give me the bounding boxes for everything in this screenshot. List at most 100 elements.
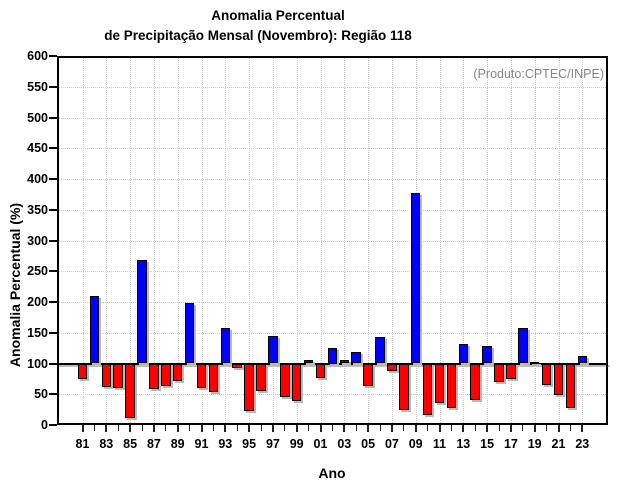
y-tick [49,424,57,426]
y-tick-label: 150 [27,325,48,340]
plot-area [49,55,608,432]
bar-1991 [196,363,207,389]
x-tick [581,425,584,432]
x-tick-label: 01 [313,437,328,451]
x-tick-label: 99 [289,437,304,451]
y-tick-label: 50 [34,387,48,402]
horizontal-gridline [57,271,608,273]
x-tick [308,425,310,431]
x-tick-label: 17 [503,437,518,451]
horizontal-gridline [57,394,608,396]
x-tick [331,425,333,431]
bar-1984 [113,363,123,389]
horizontal-gridline [57,148,608,150]
bar-1994 [232,363,242,369]
y-tick-label: 550 [27,79,48,94]
x-tick [414,425,417,432]
x-tick [403,425,405,431]
x-tick-label: 95 [242,437,257,451]
x-tick [189,425,191,431]
x-tick-label: 21 [551,437,566,451]
x-tick-label: 11 [432,437,447,451]
bar-2008 [399,363,409,411]
bar-1992 [208,363,219,393]
x-tick [117,425,119,431]
bar-1987 [149,363,159,389]
y-tick [49,362,57,365]
x-tick [224,425,227,432]
bar-1999 [291,363,302,401]
bar-2006 [375,337,385,364]
x-tick [212,425,214,431]
x-tick [498,425,500,431]
x-tick [295,425,298,432]
y-tick [49,208,57,211]
y-tick [49,116,57,119]
bar-2017 [506,363,516,380]
bar-1988 [161,363,171,387]
bar-2018 [518,328,528,364]
bar-1993 [220,327,231,364]
bar-2012 [446,363,457,409]
x-tick [248,425,251,432]
x-tick [129,425,132,432]
y-tick [49,85,57,88]
x-tick [176,425,179,432]
y-tick-label: 100 [27,356,48,371]
bar-2007 [387,363,397,371]
bar-1989 [172,363,183,381]
bar-1985 [125,363,135,418]
baseline-100 [57,362,608,365]
x-axis-title: Ano [318,465,346,481]
x-tick-label: 81 [75,437,90,451]
bar-2009 [410,192,421,364]
y-tick [49,301,57,303]
x-tick [450,425,452,431]
x-tick-label: 09 [408,437,423,451]
y-tick [49,55,57,57]
y-tick-label: 500 [27,110,48,125]
bar-2020 [541,363,552,386]
x-tick [284,425,286,431]
x-tick [379,425,381,431]
x-tick-label: 15 [480,437,495,451]
x-tick [236,425,238,431]
y-tick [49,147,57,150]
y-tick [49,178,57,180]
x-tick [486,425,489,432]
bar-2000 [303,360,314,364]
bar-2015 [482,345,492,364]
x-tick [81,425,84,432]
x-tick-label: 05 [361,437,376,451]
horizontal-gridline [57,117,608,119]
y-axis-title: Anomalia Percentual (%) [7,202,23,368]
bar-2001 [315,363,326,379]
x-tick [569,425,571,431]
bar-1983 [101,363,112,387]
horizontal-gridline [57,302,608,303]
chart-title-line1: Anomalia Percentual [211,8,345,23]
bar-1986 [137,260,147,364]
x-tick-label: 93 [218,437,233,451]
bar-2023 [577,356,588,364]
x-tick [165,425,167,431]
x-tick [390,425,393,432]
bar-2003 [339,359,350,364]
y-tick-label: 0 [41,418,48,432]
x-tick-label: 91 [194,437,209,451]
x-tick-label: 85 [123,437,138,451]
x-tick-label: 87 [146,437,161,451]
bar-1982 [89,295,100,364]
y-tick [49,393,57,396]
bar-2002 [327,348,338,364]
bar-1997 [268,335,278,364]
x-tick [105,425,108,432]
bar-2011 [434,363,445,403]
x-tick [509,425,512,432]
x-tick [367,425,370,432]
x-tick [141,425,143,431]
chart-title-line2: de Precipitação Mensal (Novembro): Regiã… [104,28,412,43]
bar-1998 [280,363,290,398]
bar-2005 [363,363,373,386]
